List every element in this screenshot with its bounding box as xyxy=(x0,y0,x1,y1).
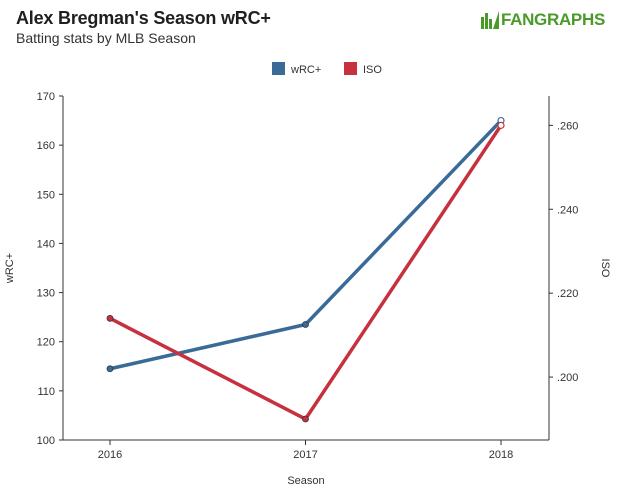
y2-tick-label: .240 xyxy=(557,204,578,216)
y-tick-label: 110 xyxy=(37,386,55,398)
y-tick-label: 120 xyxy=(37,337,55,349)
y-tick-label: 130 xyxy=(37,288,55,300)
data-point-iso[interactable] xyxy=(497,121,505,129)
legend-swatch-wrc[interactable] xyxy=(272,62,285,75)
y2-tick-label: .260 xyxy=(557,120,578,132)
chart-legend: wRC+ ISO xyxy=(272,62,382,76)
series-line-wrc xyxy=(108,118,503,371)
y-tick-label: 100 xyxy=(37,435,55,447)
fangraphs-logo[interactable]: FANGRAPHS xyxy=(480,10,605,30)
data-point-wrc[interactable] xyxy=(106,365,114,373)
series-lines xyxy=(108,118,503,421)
x-tick-label: 2018 xyxy=(489,449,513,461)
data-point-wrc[interactable] xyxy=(302,321,309,328)
chart-subtitle: Batting stats by MLB Season xyxy=(16,30,196,46)
y-tick-label: 150 xyxy=(37,189,55,201)
legend-label-iso[interactable]: ISO xyxy=(363,64,382,76)
y-tick-label: 170 xyxy=(37,91,55,103)
y-axis-label: wRC+ xyxy=(4,253,16,284)
data-point-iso[interactable] xyxy=(106,314,114,322)
right-y-axis: .200 .220 .240 .260 xyxy=(549,120,578,384)
series-line-iso xyxy=(108,123,503,421)
y-tick-label: 140 xyxy=(37,238,55,250)
legend-swatch-iso[interactable] xyxy=(344,62,357,75)
y-tick-label: 160 xyxy=(37,140,55,152)
y2-tick-label: .200 xyxy=(557,372,578,384)
fangraphs-logo-icon xyxy=(480,11,499,29)
x-tick-label: 2017 xyxy=(293,449,317,461)
data-point-iso[interactable] xyxy=(302,415,309,423)
x-axis-label: Season xyxy=(287,475,324,487)
x-axis: 2016 2017 2018 xyxy=(98,440,513,461)
chart-title: Alex Bregman's Season wRC+ xyxy=(16,8,271,28)
left-y-axis: 100 110 120 130 140 150 160 170 xyxy=(37,91,63,447)
y2-tick-label: .220 xyxy=(557,288,578,300)
legend-label-wrc[interactable]: wRC+ xyxy=(290,64,321,76)
fangraphs-logo-text: FANGRAPHS xyxy=(500,10,605,29)
y2-axis-label: ISO xyxy=(599,259,611,278)
x-tick-label: 2016 xyxy=(98,449,122,461)
series-points xyxy=(106,116,505,423)
